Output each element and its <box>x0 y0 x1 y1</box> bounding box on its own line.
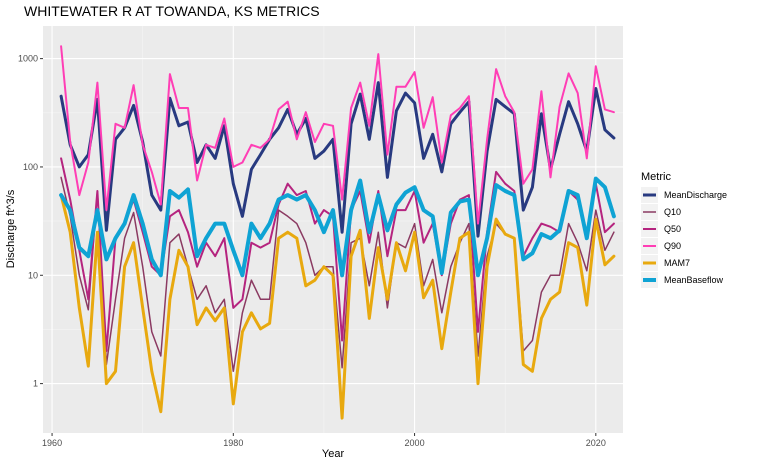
legend-label-meanbaseflow: MeanBaseflow <box>664 275 724 285</box>
y-tick-label: 1 <box>33 379 38 389</box>
legend-label-q90: Q90 <box>664 241 681 251</box>
series-line-q90 <box>60 45 615 225</box>
y-axis-ticks: 1 10 100 1000 <box>18 54 43 389</box>
legend-title: Metric <box>641 171 671 183</box>
series-line-mam7 <box>59 193 616 420</box>
legend-label-meandischarge: MeanDischarge <box>664 190 727 200</box>
legend-label-q50: Q50 <box>664 224 681 234</box>
legend-items: MeanDischarge Q10 Q50 Q90 MAM7 MeanBaseflow <box>641 187 727 288</box>
legend-label-q10: Q10 <box>664 207 681 217</box>
x-tick-label: 2020 <box>586 438 606 448</box>
x-axis-ticks: 1960 1980 2000 2020 <box>42 433 606 448</box>
x-tick-label: 1960 <box>42 438 62 448</box>
x-axis-title: Year <box>322 448 345 460</box>
series-line-meanbaseflow <box>59 176 616 278</box>
y-tick-label: 10 <box>28 270 38 280</box>
y-tick-label: 100 <box>23 162 38 172</box>
y-axis-title: Discharge ft^3/s <box>5 189 17 268</box>
series-lines <box>59 45 616 420</box>
legend: Metric MeanDischarge Q10 Q50 Q90 MAM7 MeanBas… <box>641 171 727 288</box>
legend-label-mam7: MAM7 <box>664 258 690 268</box>
x-tick-label: 1980 <box>223 438 243 448</box>
chart-title: WHITEWATER R AT TOWANDA, KS METRICS <box>24 3 320 19</box>
x-tick-label: 2000 <box>405 438 425 448</box>
series-line-meandischarge <box>59 81 616 238</box>
y-tick-label: 1000 <box>18 54 38 64</box>
